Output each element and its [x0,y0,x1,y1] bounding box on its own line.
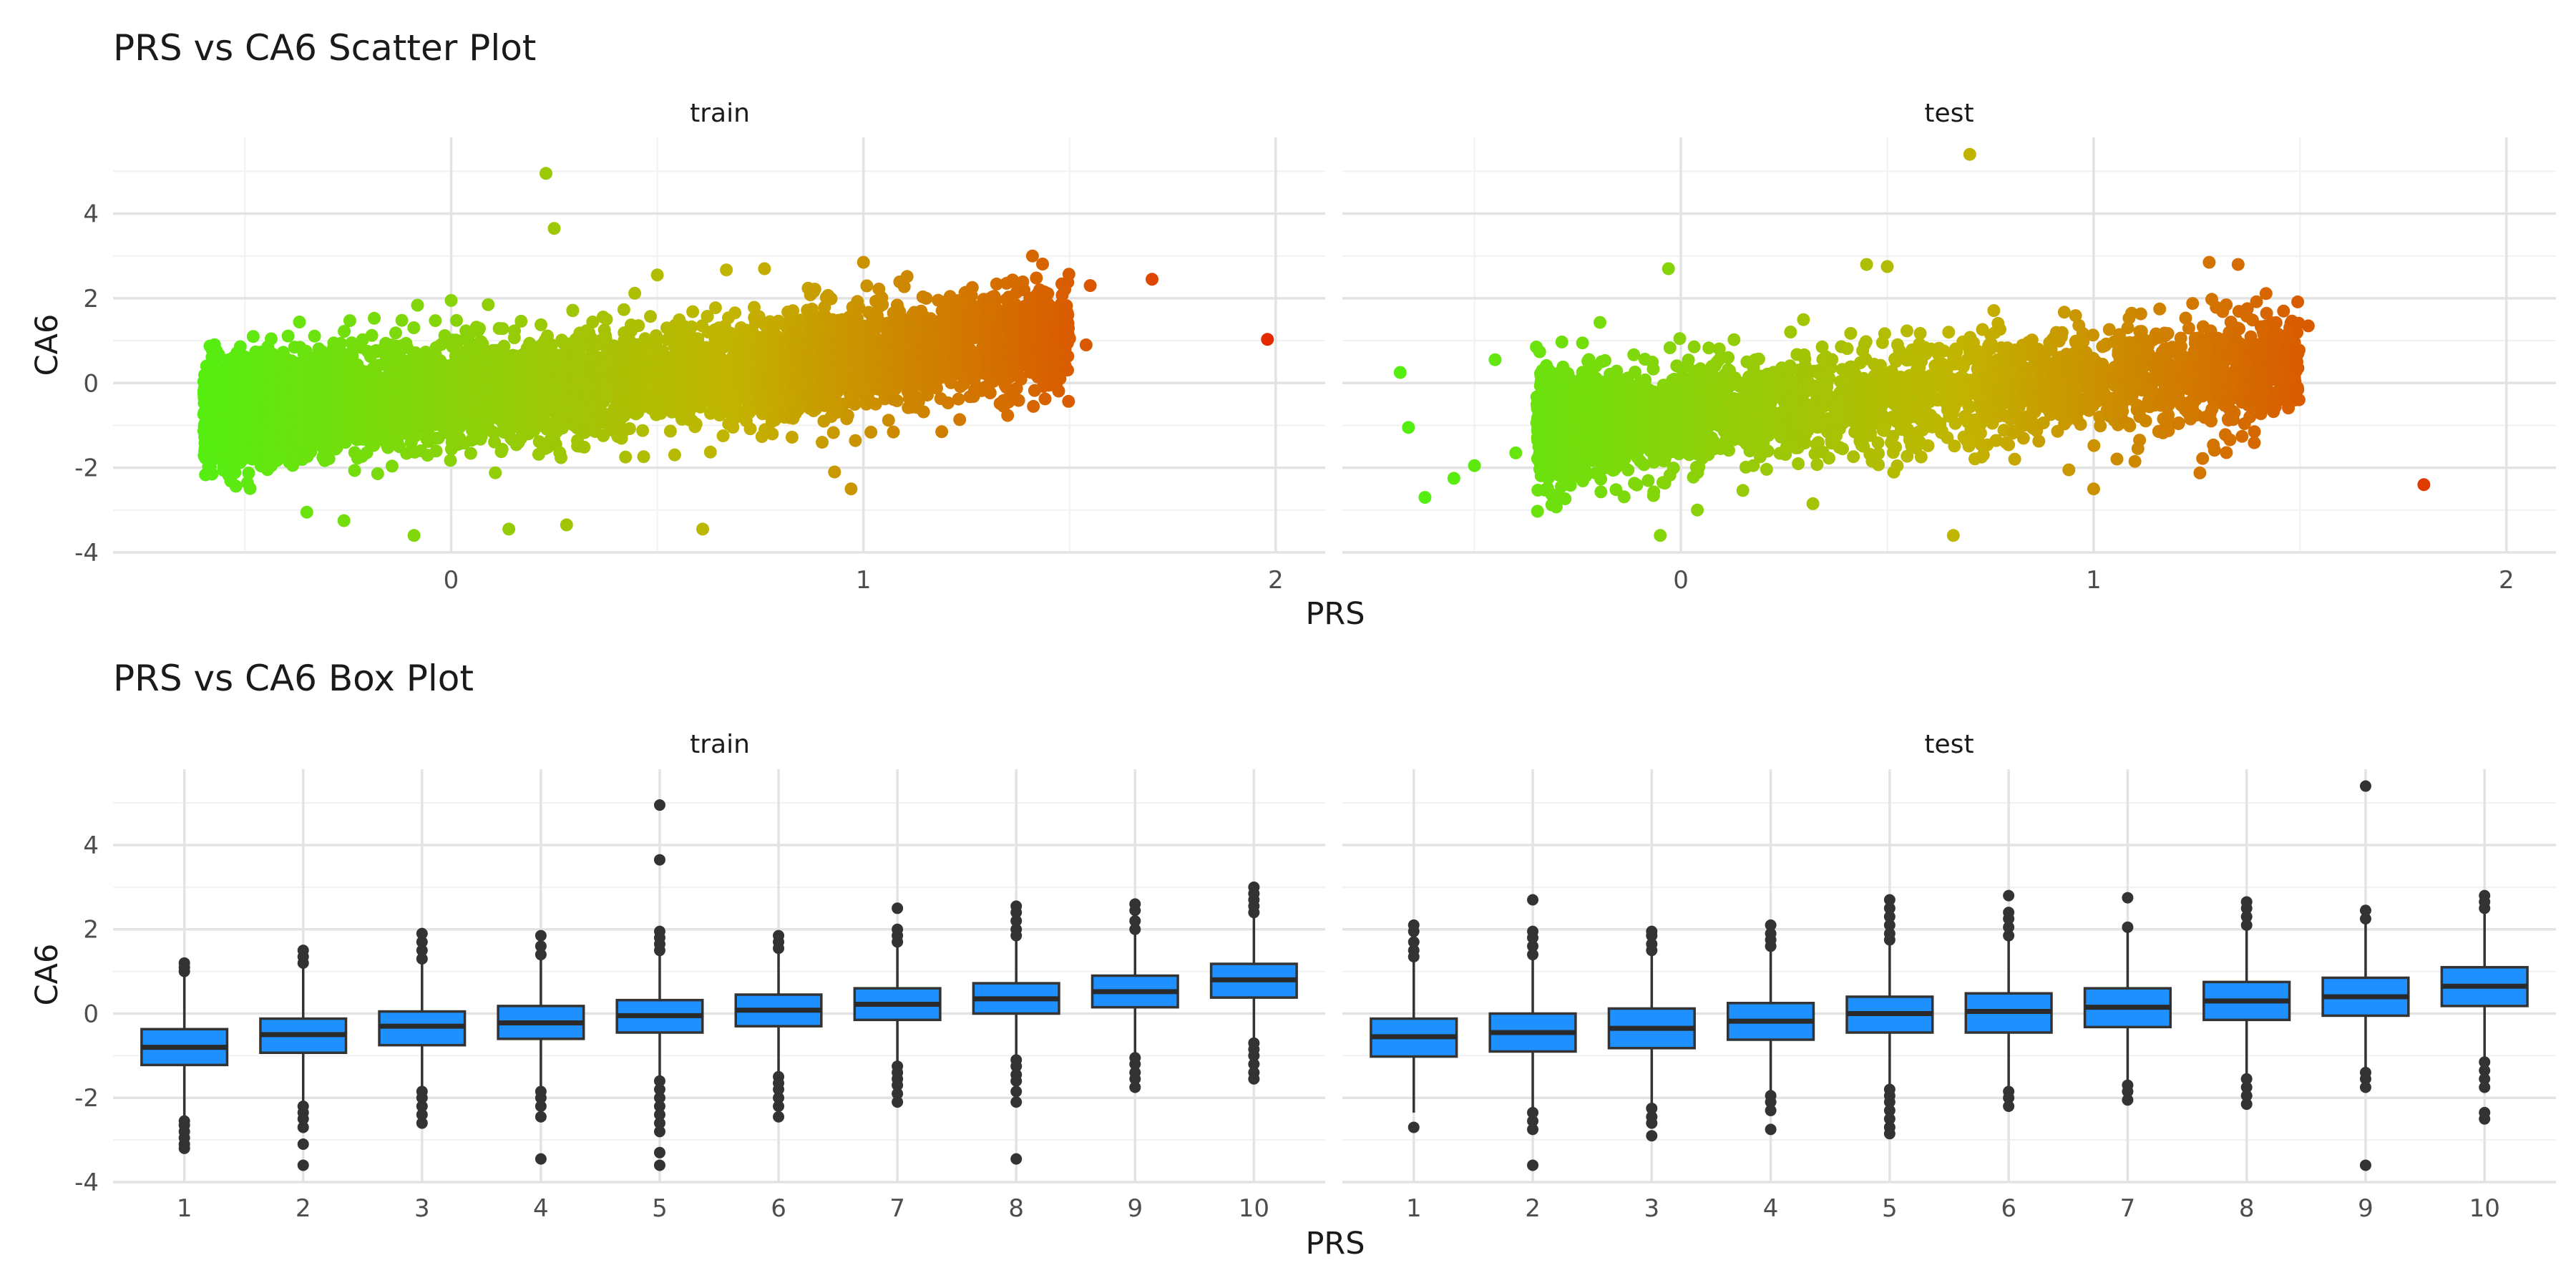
scatter-point [887,425,900,439]
scatter-point [716,429,730,443]
scatter-point [617,303,630,316]
scatter-point [429,444,443,458]
scatter-point [385,459,399,473]
scatter-point [429,314,442,328]
scatter-point [243,482,257,495]
scatter-point [864,426,878,439]
scatter-point [953,413,967,426]
scatter-point [766,427,779,441]
scatter-point [849,434,862,447]
scatter-point [343,314,356,328]
scatter-point [371,467,384,480]
scatter-point [619,450,633,464]
scatter-point [900,270,914,283]
scatter-point [308,329,321,343]
scatter-point [450,313,463,327]
scatter-point [644,310,657,323]
scatter-point [229,479,243,493]
scatter-point [600,313,613,326]
scatter-point [965,280,979,294]
scatter-point [233,340,247,353]
scatter-point [1038,392,1052,406]
scatter-point [245,452,259,466]
scatter-point [411,298,424,312]
scatter-point [663,424,677,438]
scatter-point [728,306,742,320]
scatter-point [632,319,645,333]
scatter-point [212,348,225,361]
scatter-point [368,311,381,325]
scatter-point [1036,258,1049,270]
scatter-point [882,414,895,427]
scatter-point [841,409,854,422]
scatter-point [1027,399,1040,413]
scatter-point [555,451,567,464]
scatter-point [495,442,509,456]
scatter-point [860,279,874,293]
scatter-point [689,417,703,431]
scatter-point [808,283,821,296]
scatter-point [293,316,306,328]
scatter-point [848,398,862,411]
scatter-point [228,466,242,479]
scatter-point [566,303,580,317]
scatter-point [444,454,457,467]
scatter-point [395,313,409,327]
scatter-point [577,440,591,454]
scatter-test-grid [1342,137,2556,554]
scatter-point [919,291,933,305]
scatter-point [514,314,528,328]
scatter-point [636,424,650,437]
scatter-point [720,263,733,277]
scatter-point [708,301,722,315]
scatter-point [535,318,547,331]
scatter-point [628,286,642,300]
scatter-point [1030,271,1043,285]
scatter-point [637,450,650,464]
scatter-point [464,447,477,460]
scatter-point [1052,384,1065,398]
scatter-point [668,448,681,462]
scatter-point [623,422,636,435]
scatter-point [496,322,509,336]
scatter-point [952,392,965,406]
scatter-point [983,386,997,399]
scatter-point [785,431,799,444]
scatter-point [473,322,486,335]
scatter-train-points [197,167,1274,542]
scatter-point [389,326,402,340]
scatter-point [489,466,502,479]
scatter-point [334,336,348,350]
scatter-point [876,298,889,311]
scatter-point [917,405,930,419]
scatter-point [365,328,379,342]
scatter-point [1012,394,1025,407]
scatter-point [242,467,255,480]
scatter-strip-train: train [690,99,750,128]
scatter-point [824,292,838,306]
scatter-point [281,329,295,343]
scatter-point [826,426,840,439]
scatter-point [890,394,904,408]
scatter-point [407,321,421,334]
scatter-point [743,422,757,436]
scatter-point [348,464,361,477]
scatter-title: PRS vs CA6 Scatter Plot [113,27,536,69]
scatter-point [686,305,700,318]
scatter-strip-test: test [1924,99,1974,128]
scatter-point [703,445,717,459]
scatter-point [265,332,278,346]
